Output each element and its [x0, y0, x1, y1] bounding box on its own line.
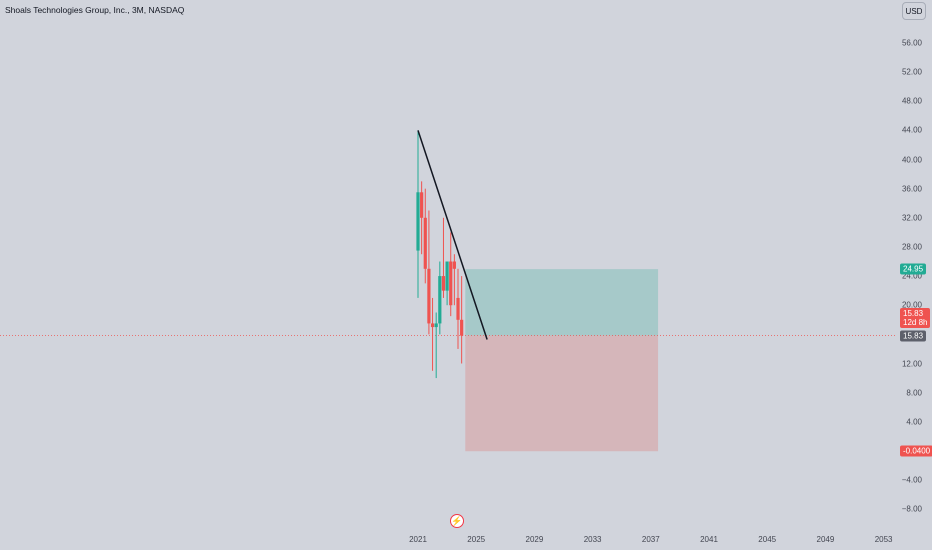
time-tick-label: 2025 — [467, 535, 486, 544]
candle-body — [449, 261, 453, 306]
candle-body — [438, 276, 442, 324]
candle-body — [452, 261, 456, 269]
last-price-label: 15.83 12d 8h — [900, 308, 931, 328]
price-tick-label: 8.00 — [906, 388, 922, 398]
price-tick-label: 12.00 — [901, 359, 922, 368]
candle-body — [427, 268, 431, 324]
price-tick-label: −8.00 — [901, 504, 922, 514]
loss-zone — [465, 335, 659, 452]
trend-line — [417, 130, 488, 340]
price-axis[interactable]: 56.00 52.00 48.00 44.00 40.00 36.00 32.00 28.00… — [896, 0, 932, 530]
price-tick-label: −4.00 — [901, 475, 922, 485]
price-tick-label: 40.00 — [901, 155, 922, 164]
price-tick-label: 48.00 — [901, 96, 922, 106]
price-tick-label: 52.00 — [901, 67, 922, 77]
candle-body — [423, 217, 427, 269]
time-tick-label: 2021 — [409, 535, 427, 544]
price-tick-label: 4.00 — [906, 417, 922, 427]
symbol-title: Shoals Technologies Group, Inc., 3M, NAS… — [5, 5, 185, 15]
price-tick-label: 20.00 — [901, 300, 922, 310]
price-tick-label: 44.00 — [901, 125, 922, 135]
last-price-value: 15.83 — [903, 309, 924, 318]
stop-loss-price-label: -0.0400 — [900, 445, 932, 457]
candle-body — [416, 192, 420, 251]
time-tick-label: 2053 — [874, 535, 893, 544]
lightning-icon[interactable]: ⚡ — [450, 514, 464, 528]
candle-body — [420, 192, 424, 218]
price-chart[interactable] — [0, 0, 896, 530]
profit-zone — [465, 269, 659, 336]
take-profit-price-label: 24.95 — [900, 263, 927, 275]
time-tick-label: 2045 — [758, 535, 777, 544]
candle-body — [456, 297, 460, 320]
price-tick-label: 24.00 — [901, 271, 922, 281]
price-tick-label: 32.00 — [901, 213, 922, 223]
time-tick-label: 2029 — [525, 535, 544, 544]
entry-price-label: 15.83 — [900, 330, 927, 342]
price-tick-label: 56.00 — [901, 38, 922, 48]
currency-button[interactable]: USD — [902, 2, 926, 20]
candle-body — [434, 323, 438, 328]
candle-body — [430, 323, 435, 328]
price-tick-label: 36.00 — [901, 184, 922, 194]
candle-body — [460, 319, 464, 336]
candle-body — [441, 276, 446, 291]
time-tick-label: 2041 — [700, 535, 718, 544]
time-tick-label: 2033 — [583, 535, 602, 544]
time-tick-label: 2037 — [641, 535, 660, 544]
time-tick-label: 2049 — [816, 535, 835, 544]
candle-body — [445, 261, 449, 291]
chart-area[interactable] — [0, 0, 896, 530]
time-axis[interactable]: 2021 2025 2029 2033 2037 2041 2045 2049 2053 — [0, 530, 896, 550]
bar-countdown: 12d 8h — [903, 318, 928, 327]
price-tick-label: 28.00 — [901, 242, 922, 252]
